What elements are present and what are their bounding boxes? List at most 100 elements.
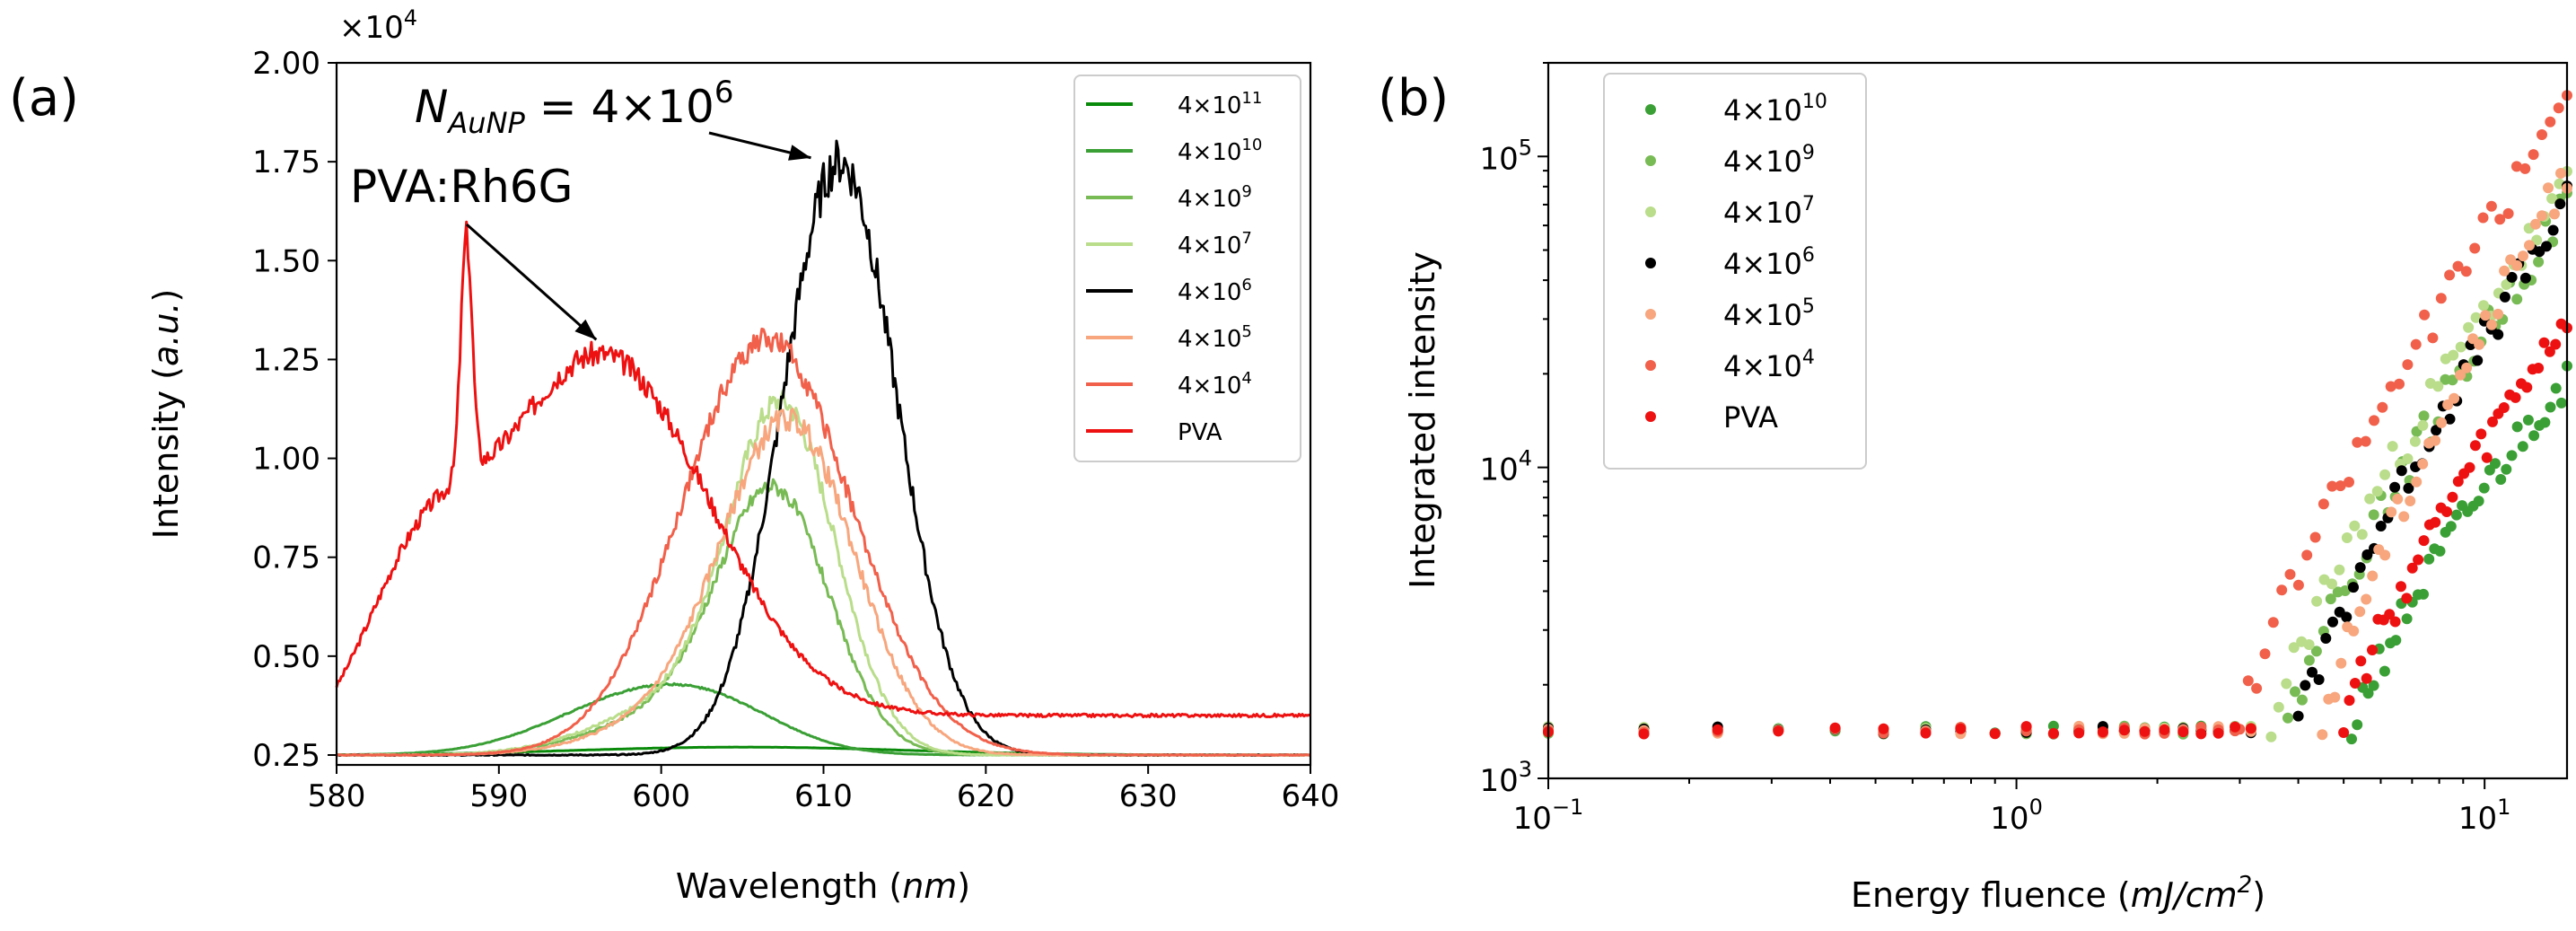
scatter-point-pva: [2389, 616, 2401, 628]
scatter-point-4-10-10: [2501, 463, 2512, 475]
scatter-point-4-10-9: [2368, 509, 2379, 521]
spectra-chart: 580 590 600 610 620 630 640 0.25 0.50 0.75 1.00 1.…: [146, 5, 1339, 906]
legend-marker-4-10-5: [1645, 309, 1656, 320]
scatter-point-4-10-5: [2361, 593, 2372, 605]
scatter-point-4-10-4: [2318, 498, 2329, 510]
scatter-point-4-10-6: [2547, 224, 2559, 236]
scatter-point-4-10-5: [2530, 218, 2541, 230]
fluence-legend-box: [1603, 73, 1867, 470]
scatter-point-4-10-5: [2474, 338, 2485, 350]
scatter-point-4-10-7: [2478, 300, 2489, 312]
legend-label-4-10-5: 4×105: [1723, 295, 1815, 332]
legend-label-4-10-4: 4×104: [1723, 347, 1815, 383]
scatter-point-pva: [2020, 721, 2032, 733]
scatter-point-4-10-4: [2385, 381, 2396, 392]
fluence-y-axis-label: Integrated intensity: [1403, 251, 1442, 589]
spectra-legend: 4×1011 4×1010 4×109 4×107 4×106 4×105 4×104 PVA: [1073, 75, 1301, 462]
fluence-x-tick-label: 101: [2458, 795, 2511, 837]
spectra-y-tick-label: 1.50: [252, 243, 320, 279]
scatter-point-pva: [2430, 516, 2441, 528]
scatter-point-4-10-7: [2379, 469, 2391, 480]
scatter-point-4-10-4: [2276, 584, 2288, 596]
scatter-point-4-10-4: [2309, 531, 2321, 543]
spectrum-line-4-10-10: [336, 681, 1311, 757]
scatter-point-4-10-5: [2511, 259, 2523, 271]
scatter-point-4-10-10: [2517, 441, 2528, 452]
scatter-point-4-10-10: [2445, 521, 2457, 532]
spectrum-line-pva: [335, 220, 1311, 719]
annotation-arrowhead-pva-rh6g: [574, 319, 597, 340]
spectra-y-tick-label: 0.75: [252, 540, 320, 576]
scatter-point-pva: [2367, 645, 2378, 655]
scatter-point-4-10-4: [2419, 309, 2431, 321]
fluence-chart: 10−1 100 101 103 104 105 Energy fluence (mJ/…: [1403, 61, 2572, 915]
scatter-point-4-10-10: [2418, 588, 2429, 600]
fluence-x-tick-label: 10−1: [1513, 795, 1584, 837]
scatter-point-pva: [2452, 476, 2464, 487]
scatter-point-4-10-9: [2533, 256, 2545, 268]
scatter-point-pva: [2047, 727, 2059, 739]
scatter-point-4-10-5: [2398, 511, 2410, 523]
scatter-point-pva: [2538, 337, 2550, 348]
scatter-point-4-10-5: [2461, 362, 2473, 373]
scatter-point-4-10-5: [2417, 458, 2429, 470]
scatter-point-4-10-5: [2555, 168, 2566, 179]
scatter-point-4-10-7: [2265, 731, 2277, 742]
scatter-point-pva: [2498, 402, 2510, 413]
scatter-point-4-10-5: [2499, 265, 2510, 277]
scatter-point-pva: [2097, 726, 2108, 738]
scatter-point-4-10-4: [2251, 682, 2263, 694]
spectra-series-group: [335, 139, 1311, 757]
scatter-point-4-10-4: [2402, 359, 2414, 371]
spectra-x-axis: 580 590 600 610 620 630 640: [308, 765, 1339, 814]
spectra-y-tick-label: 0.50: [252, 639, 320, 675]
scatter-point-4-10-9: [2310, 646, 2322, 657]
scatter-point-4-10-7: [2463, 321, 2475, 333]
panel-b-label: (b): [1378, 69, 1449, 127]
scatter-point-4-10-7: [2288, 642, 2300, 654]
scatter-point-4-10-6: [2506, 271, 2518, 283]
spectra-y-scale-factor: ×104: [339, 5, 417, 46]
scatter-point-4-10-5: [2317, 729, 2328, 741]
scatter-point-4-10-5: [2405, 496, 2416, 506]
scatter-point-4-10-7: [2341, 532, 2353, 543]
legend-label-4-10-10: 4×1010: [1723, 91, 1827, 127]
fluence-x-axis-label: Energy fluence (mJ/cm2): [1851, 872, 2265, 915]
scatter-point-4-10-7: [2334, 564, 2345, 575]
legend-label-4-10-11: 4×1011: [1178, 89, 1262, 119]
scatter-point-4-10-10: [2545, 401, 2556, 413]
scatter-point-4-10-7: [2364, 493, 2376, 505]
scatter-point-4-10-5: [2348, 625, 2360, 637]
scatter-point-pva: [2396, 581, 2406, 593]
spectra-x-axis-label: Wavelength (nm): [676, 866, 970, 906]
scatter-point-4-10-7: [2546, 193, 2558, 205]
scatter-point-4-10-5: [2430, 435, 2441, 446]
scatter-point-4-10-4: [2502, 207, 2514, 219]
legend-marker-4-10-10: [1645, 104, 1656, 115]
scatter-point-4-10-5: [2543, 182, 2554, 194]
scatter-point-pva: [2441, 506, 2452, 517]
scatter-point-4-10-7: [2349, 520, 2361, 531]
scatter-point-4-10-7: [2448, 349, 2459, 361]
scatter-point-pva: [2338, 727, 2350, 738]
scatter-point-4-10-4: [2301, 549, 2313, 561]
scatter-point-4-10-6: [2292, 710, 2304, 722]
scatter-point-4-10-5: [2518, 250, 2528, 262]
scatter-point-pva: [2361, 672, 2372, 684]
scatter-point-4-10-10: [2511, 421, 2523, 433]
scatter-point-pva: [1989, 728, 2001, 740]
scatter-point-4-10-10: [2490, 458, 2501, 470]
scatter-point-4-10-5: [2436, 417, 2448, 428]
scatter-point-4-10-10: [2478, 482, 2490, 494]
scatter-point-pva: [2447, 491, 2458, 503]
spectra-legend-box: [1073, 75, 1301, 462]
scatter-point-4-10-4: [2377, 401, 2388, 413]
scatter-point-4-10-5: [2335, 657, 2347, 669]
annotation-pva-rh6g: PVA:Rh6G: [350, 161, 573, 213]
legend-label-4-10-7: 4×107: [1723, 193, 1815, 230]
scatter-point-pva: [2550, 338, 2562, 350]
scatter-point-4-10-5: [2379, 549, 2391, 561]
scatter-point-4-10-9: [2447, 374, 2458, 386]
legend-label-4-10-10: 4×1010: [1178, 136, 1262, 166]
